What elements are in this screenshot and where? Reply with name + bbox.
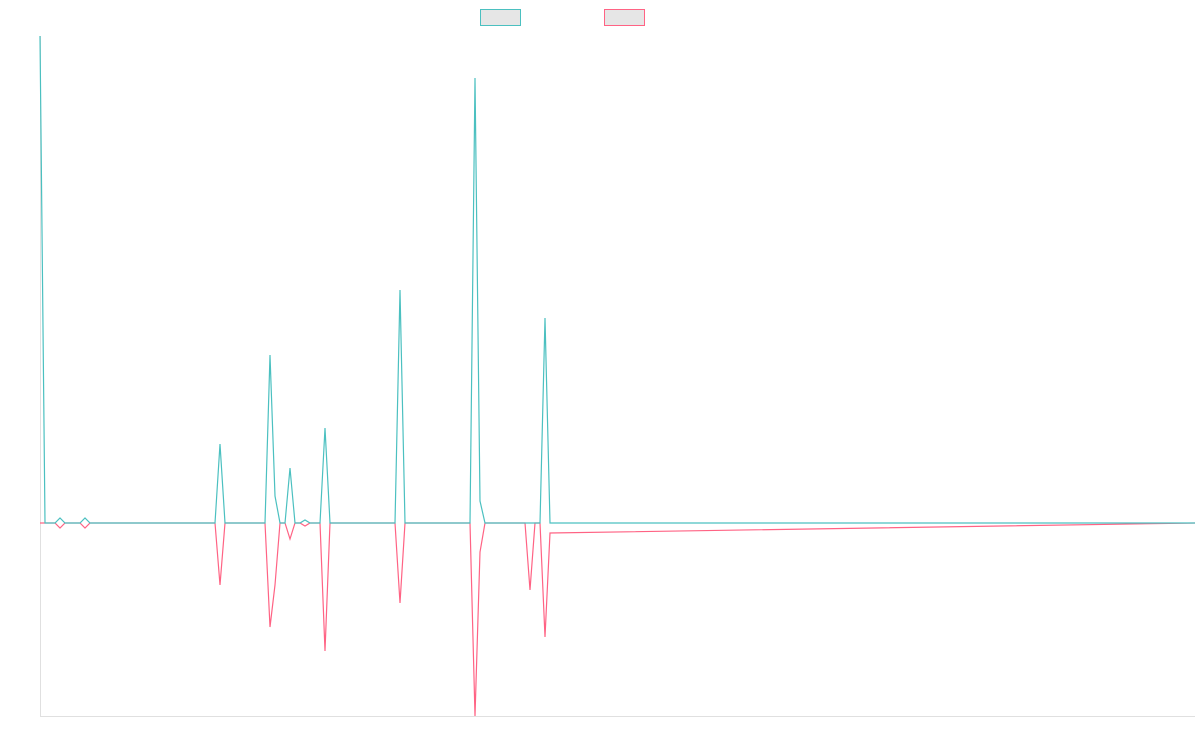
series-line bbox=[39, 35, 1195, 524]
legend-swatch bbox=[604, 9, 645, 26]
series-line bbox=[40, 522, 1196, 717]
legend-swatch bbox=[480, 9, 521, 26]
